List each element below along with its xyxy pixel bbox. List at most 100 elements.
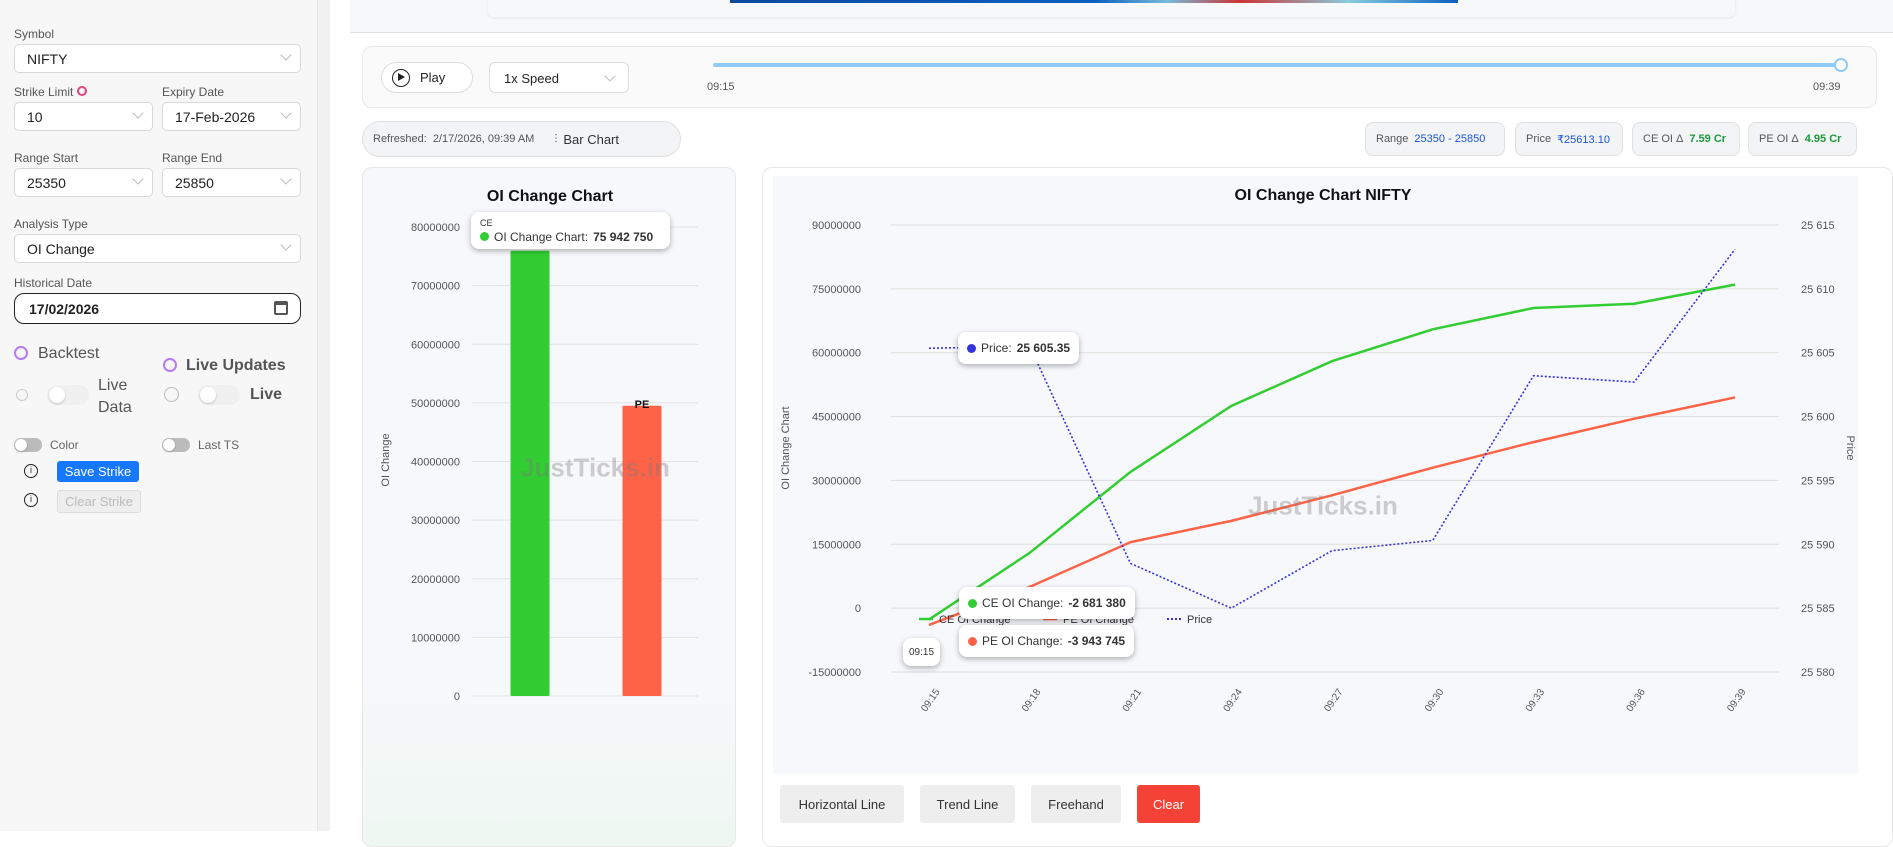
y2-tick-label: 25 610 [1801, 284, 1835, 296]
bar-ce [510, 250, 550, 696]
refreshed-label: Refreshed: [373, 133, 427, 145]
bar-chart-icon: ⫶ [554, 131, 558, 146]
trend-line-button[interactable]: Trend Line [920, 785, 1015, 823]
calendar-icon[interactable] [274, 301, 288, 315]
pe-oi-chip: PE OI Δ 4.95 Cr [1748, 122, 1857, 156]
y-tick-label: 50000000 [411, 398, 460, 410]
live-toggle[interactable] [198, 385, 240, 405]
y-tick-label: 60000000 [812, 348, 861, 360]
historical-date-input[interactable]: 17/02/2026 [14, 293, 301, 324]
chart-title: OI Change Chart NIFTY [1235, 187, 1412, 204]
y-tick-label: 0 [855, 603, 861, 615]
tooltip-value: -2 681 380 [1068, 596, 1126, 610]
y-tick-label: 60000000 [411, 339, 460, 351]
strike-limit-select[interactable]: 10 [14, 102, 153, 131]
live-data-line2: Data [98, 399, 132, 416]
y-axis-label: OI Change Chart [780, 406, 792, 489]
speed-select[interactable]: 1x Speed [489, 62, 629, 93]
bar-chart: OI Change Chart 0 10000000 20000000 30000000… [380, 188, 698, 703]
tooltip-title: CE [480, 217, 493, 228]
y-tick-label: 90000000 [812, 220, 861, 232]
range-start-select[interactable]: 25350 [14, 168, 153, 197]
y-axis-label: OI Change [380, 433, 392, 486]
tooltip-value: 25 605.35 [1016, 341, 1071, 355]
pe-oi-label: PE OI Δ [1759, 133, 1799, 145]
price-value: ₹25613.10 [1557, 133, 1610, 146]
tooltip-label: Price: [981, 341, 1012, 355]
x-tick-label: 09:27 [1322, 687, 1346, 714]
speed-value: 1x Speed [504, 71, 559, 86]
expiry-value: 17-Feb-2026 [175, 109, 256, 125]
price-tooltip: Price: 25 605.35 [958, 332, 1080, 364]
save-strike-button[interactable]: Save Strike [57, 461, 139, 482]
x-tick-label: 09:33 [1524, 687, 1548, 714]
y-tick-label: 30000000 [812, 475, 861, 487]
tooltip-label: OI Change Chart: [494, 229, 589, 244]
clear-button[interactable]: Clear [1137, 785, 1200, 823]
last-ts-toggle[interactable] [162, 438, 190, 452]
x-tick-label: 09:15 [919, 687, 943, 714]
pe-oi-value: 4.95 Cr [1804, 133, 1842, 145]
ce-dot-icon [480, 232, 489, 241]
line-chart: OI Change Chart NIFTY -15000000 0 15000000 3… [780, 187, 1856, 714]
y-tick-label: -15000000 [808, 667, 861, 679]
y-tick-label: 30000000 [411, 515, 460, 527]
tooltip-label: PE OI Change: [982, 634, 1063, 648]
x-tick-label: 09:36 [1625, 687, 1649, 714]
y-tick-label: 10000000 [411, 632, 460, 644]
series-line-pe-oi-change [928, 396, 1736, 627]
ce-dot-icon [968, 598, 977, 608]
symbol-select[interactable]: NIFTY [14, 44, 301, 73]
chevron-down-icon [280, 107, 292, 119]
bar-chart-toggle[interactable]: Bar Chart [563, 131, 619, 147]
info-icon[interactable]: i [24, 493, 38, 507]
y2-tick-label: 25 585 [1801, 603, 1835, 615]
y-tick-label: 80000000 [411, 222, 460, 234]
analysis-label: Analysis Type [14, 217, 88, 231]
chevron-down-icon [604, 70, 616, 82]
symbol-label: Symbol [14, 27, 55, 41]
bar-chart-card: OI Change Chart 0 10000000 20000000 30000000… [362, 167, 736, 847]
series-line-price [928, 248, 1736, 610]
bar-label-pe: PE [635, 399, 650, 411]
play-button[interactable]: Play [381, 62, 473, 93]
color-toggle[interactable] [14, 438, 42, 452]
info-icon[interactable]: i [24, 464, 38, 478]
live-data-toggle[interactable] [47, 385, 89, 405]
legend-label: Price [1187, 614, 1212, 626]
sidebar-scrollbar[interactable] [318, 0, 330, 831]
expiry-select[interactable]: 17-Feb-2026 [162, 102, 301, 131]
chevron-down-icon [280, 49, 292, 61]
y2-tick-label: 25 590 [1801, 539, 1835, 551]
range-chip: Range 25350 - 25850 [1365, 122, 1505, 156]
analysis-select[interactable]: OI Change [14, 234, 301, 263]
expiry-label: Expiry Date [162, 85, 225, 99]
historical-date-value: 17/02/2026 [29, 301, 100, 317]
y2-axis-label: Price [1844, 435, 1856, 460]
price-dot-icon [967, 343, 976, 353]
y-tick-label: 70000000 [411, 281, 460, 293]
range-label: Range [1376, 133, 1409, 145]
clock-icon [164, 387, 179, 402]
ce-oi-label: CE OI Δ [1643, 133, 1684, 145]
backtest-label: Backtest [38, 345, 100, 362]
series-line-ce-oi-change [928, 283, 1736, 621]
timeline-slider[interactable] [713, 63, 1842, 67]
play-label: Play [420, 70, 446, 85]
ce-tooltip: CE OI Change: -2 681 380 [959, 587, 1135, 619]
x-tick-label: 09:39 [1725, 687, 1749, 714]
tooltip-value: 75 942 750 [593, 229, 654, 244]
clear-strike-button[interactable]: Clear Strike [57, 490, 141, 513]
watermark: JustTicks.in [1248, 490, 1398, 521]
freehand-button[interactable]: Freehand [1031, 785, 1121, 823]
analysis-value: OI Change [27, 241, 95, 257]
x-tick-label: 09:18 [1020, 687, 1044, 714]
range-end-select[interactable]: 25850 [162, 168, 301, 197]
horizontal-line-button[interactable]: Horizontal Line [780, 785, 904, 823]
y-tick-label: 0 [454, 691, 460, 703]
sidebar: Symbol NIFTY Strike Limit 10 Expiry Date… [0, 0, 318, 831]
range-start-value: 25350 [27, 175, 66, 191]
chevron-down-icon [132, 173, 144, 185]
play-icon [392, 68, 410, 87]
slider-handle[interactable] [1834, 58, 1848, 72]
